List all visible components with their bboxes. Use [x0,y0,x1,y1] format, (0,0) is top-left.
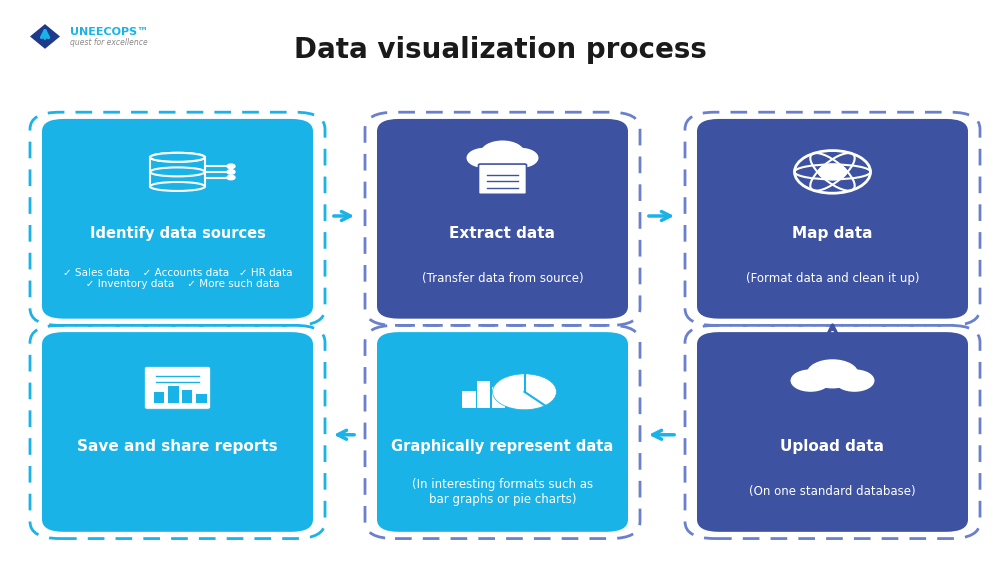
FancyBboxPatch shape [42,119,313,319]
Circle shape [790,369,830,392]
Circle shape [227,169,235,174]
Text: Extract data: Extract data [449,226,556,241]
Circle shape [480,140,524,165]
Text: (Transfer data from source): (Transfer data from source) [422,272,583,285]
Polygon shape [492,387,505,407]
Text: (Format data and clean it up): (Format data and clean it up) [746,272,919,285]
Text: (On one standard database): (On one standard database) [749,485,916,498]
Polygon shape [196,394,207,403]
Circle shape [806,359,858,388]
Circle shape [818,164,846,180]
Ellipse shape [150,153,205,162]
Polygon shape [470,156,534,163]
Text: Identify data sources: Identify data sources [90,226,265,241]
Text: (In interesting formats such as
bar graphs or pie charts): (In interesting formats such as bar grap… [412,477,593,505]
Text: Save and share reports: Save and share reports [77,439,278,454]
Circle shape [834,369,874,392]
Polygon shape [478,380,490,407]
FancyBboxPatch shape [144,366,210,409]
Circle shape [503,148,538,168]
Circle shape [466,148,502,168]
FancyBboxPatch shape [377,119,628,319]
FancyBboxPatch shape [697,119,968,319]
Text: Data visualization process: Data visualization process [294,36,706,65]
FancyBboxPatch shape [478,164,526,194]
Polygon shape [182,389,192,403]
Circle shape [227,175,235,180]
Ellipse shape [150,153,205,162]
Ellipse shape [150,167,205,176]
Polygon shape [462,390,476,407]
Polygon shape [154,392,164,403]
Polygon shape [794,375,870,384]
Text: Graphically represent data: Graphically represent data [391,439,614,454]
Polygon shape [168,386,178,403]
Polygon shape [30,24,60,49]
Text: Map data: Map data [792,226,873,241]
FancyBboxPatch shape [377,332,628,532]
Circle shape [492,374,556,410]
Text: quest for excellence: quest for excellence [70,38,148,47]
Text: UNEECOPS™: UNEECOPS™ [70,27,148,37]
FancyBboxPatch shape [697,332,968,532]
FancyBboxPatch shape [42,332,313,532]
Text: Upload data: Upload data [780,439,885,454]
Text: ✓ Sales data    ✓ Accounts data   ✓ HR data
   ✓ Inventory data    ✓ More such d: ✓ Sales data ✓ Accounts data ✓ HR data ✓… [63,268,292,289]
Circle shape [227,164,235,168]
